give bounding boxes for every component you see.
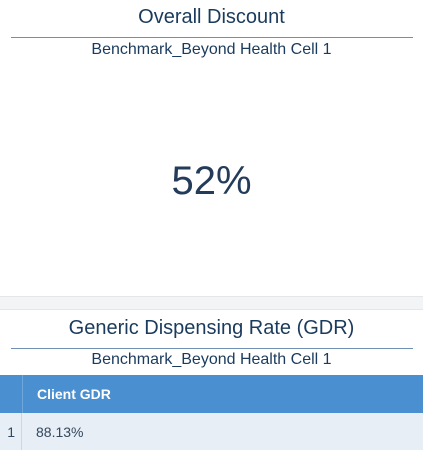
discount-value: 52% — [171, 159, 252, 203]
gdr-card: Generic Dispensing Rate (GDR) Benchmark_… — [0, 310, 423, 450]
table-header: Client GDR — [0, 375, 423, 413]
card-subtitle: Benchmark_Beyond Health Cell 1 — [91, 41, 332, 58]
client-gdr-cell: 88.13% — [36, 423, 84, 440]
row-index-cell: 1 — [0, 413, 22, 450]
header-cell-index[interactable] — [0, 375, 23, 413]
table-row[interactable]: 1 88.13% — [0, 413, 423, 450]
gdr-table: Client GDR 1 88.13% — [0, 375, 423, 450]
card-title: Generic Dispensing Rate (GDR) — [68, 317, 355, 339]
card-subtitle: Benchmark_Beyond Health Cell 1 — [91, 351, 332, 368]
card-title: Overall Discount — [138, 6, 285, 28]
title-divider — [11, 348, 413, 349]
title-divider — [11, 37, 413, 38]
header-cell-client-gdr[interactable]: Client GDR — [37, 386, 111, 402]
card-separator — [0, 296, 423, 310]
overall-discount-card: Overall Discount Benchmark_Beyond Health… — [11, 6, 413, 203]
